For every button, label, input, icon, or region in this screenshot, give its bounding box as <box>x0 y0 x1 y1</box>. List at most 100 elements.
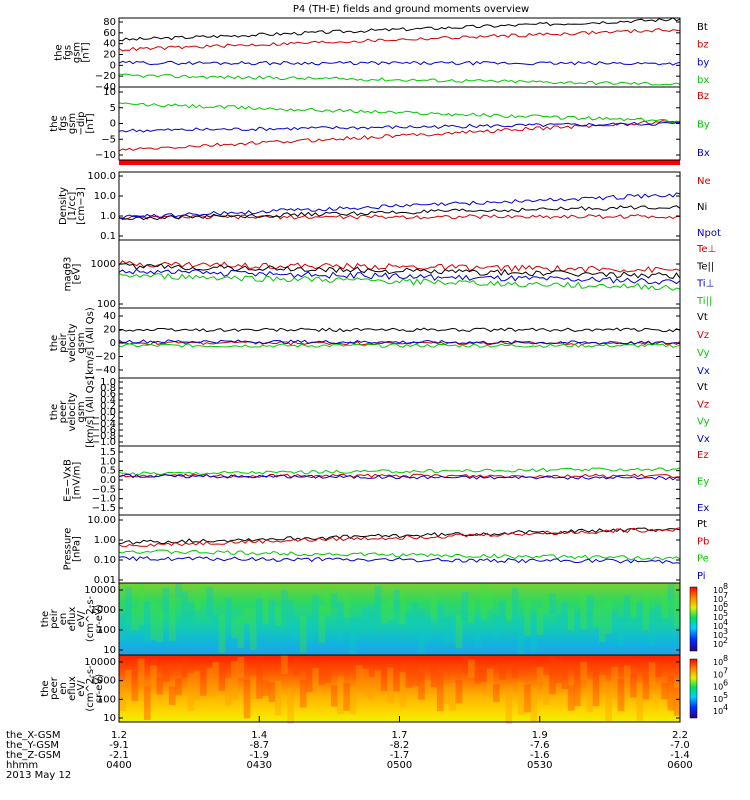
spectrogram-cell <box>125 587 132 618</box>
y-label: fgs <box>63 45 74 60</box>
spectrogram-cell <box>225 678 232 706</box>
colorbar-tick: 10 <box>713 586 723 595</box>
spectrogram-cell <box>455 679 463 704</box>
y-tick-label: 1000 <box>91 605 116 616</box>
spectrogram-cell <box>281 655 288 674</box>
spectrogram <box>119 655 680 722</box>
y-tick-label: 1.0 <box>100 377 116 388</box>
spectrogram-cell <box>168 686 176 705</box>
y-label: gsm <box>76 332 87 353</box>
y-label: [nT] <box>85 113 96 133</box>
y-tick-label: 0.01 <box>94 575 116 586</box>
colorbar-tick: 10 <box>713 613 723 622</box>
spectrogram-cell <box>175 583 182 599</box>
spectrogram-cell <box>218 660 226 691</box>
y-tick-label: 10.0 <box>94 191 116 202</box>
spectrogram-cell <box>355 617 363 634</box>
legend-by: by <box>697 57 709 68</box>
y-label: the <box>49 404 60 420</box>
colorbar-exponent: 7 <box>723 666 728 675</box>
spectrogram-cell <box>293 657 301 676</box>
legend-bx: bx <box>697 75 709 86</box>
spectrogram-cell <box>212 662 220 697</box>
spectrogram-cell <box>249 609 257 650</box>
y-tick-label: 0.10 <box>94 555 116 566</box>
x-tick-x: 1.9 <box>532 730 548 741</box>
spectrogram-cell <box>181 591 188 633</box>
spectrogram-cell <box>393 666 400 692</box>
spectrogram-cell <box>200 585 207 601</box>
y-label: gsm <box>72 42 83 63</box>
spectrogram-cell <box>580 590 587 629</box>
y-tick-label: 0.6 <box>100 389 116 400</box>
series-Bx <box>118 121 680 133</box>
y-tick-label: 0.1 <box>100 231 116 242</box>
spectrogram-cell <box>511 664 519 679</box>
y-tick-label: 1000 <box>91 676 116 687</box>
axis-row-label: hhmm <box>6 760 38 771</box>
y-tick-label: −1.0 <box>92 437 116 448</box>
spectrogram-cell <box>162 587 170 612</box>
spectrogram-cell <box>667 676 675 711</box>
y-tick-label: −0.2 <box>92 413 116 424</box>
y-tick-label: 5 <box>110 103 116 114</box>
y-label: gsm <box>76 401 87 422</box>
spectrogram-cell <box>399 589 407 625</box>
y-tick-label: −40 <box>95 82 116 93</box>
spectrogram-cell <box>256 598 263 632</box>
spectrogram-cell <box>555 614 562 633</box>
colorbar-tick: 10 <box>713 658 723 667</box>
colorbar-exponent: 7 <box>723 591 728 600</box>
y-label: the <box>49 115 60 131</box>
colorbar-exponent: 5 <box>723 609 728 618</box>
spectrogram-cell <box>673 598 681 627</box>
spectrogram-cell <box>636 682 644 721</box>
y-tick-label: 1.00 <box>94 535 116 546</box>
legend-Ti⊥: Ti⊥ <box>696 279 714 290</box>
series-Ni <box>118 205 681 221</box>
spectrogram-cell <box>642 674 650 700</box>
y-tick-label: −0.4 <box>92 419 116 430</box>
spectrogram-cell <box>436 672 444 712</box>
x-tick-z: -1.7 <box>390 750 410 761</box>
spectrogram-cell <box>480 583 488 620</box>
spectrogram-cell <box>412 602 419 637</box>
spectrogram-cell <box>486 590 494 610</box>
spectrogram-cell <box>343 683 351 711</box>
series-by <box>118 60 681 66</box>
y-tick-label: 10.00 <box>87 515 116 526</box>
y-tick-label: 1.0 <box>100 456 116 467</box>
legend-Vy: Vy <box>697 348 710 359</box>
spectrogram-cell <box>636 602 644 623</box>
x-tick-time: 0500 <box>387 760 412 771</box>
colorbar-tick: 10 <box>713 683 723 692</box>
x-tick-z: -2.1 <box>109 750 129 761</box>
x-tick-z: -1.4 <box>670 750 690 761</box>
x-tick-x: 1.4 <box>251 730 267 741</box>
colorbar-exponent: 8 <box>723 582 728 591</box>
spectrogram-cell <box>499 601 506 631</box>
y-tick-label: 0.8 <box>100 383 116 394</box>
spectrogram-cell <box>605 600 612 634</box>
legend-Bz: Bz <box>697 91 709 102</box>
y-label: [km/s] (All Qs) <box>85 307 96 379</box>
spectrogram-cell <box>505 599 513 621</box>
spectrogram-cell <box>449 683 457 711</box>
y-tick-label: −1.5 <box>92 503 116 514</box>
colorbar-scale <box>689 658 698 719</box>
y-label: eflux <box>67 676 78 701</box>
y-tick-label: 0 <box>110 119 116 130</box>
spectrogram-cell <box>200 664 207 696</box>
x-tick-y: -9.1 <box>109 740 129 751</box>
legend-Vy: Vy <box>697 417 710 428</box>
spectrogram-cell <box>193 670 201 700</box>
colorbar-exponent: 2 <box>723 636 728 645</box>
y-label: sr-eV) <box>94 604 105 633</box>
spectrogram-cell <box>225 597 232 625</box>
spectrogram-cell <box>549 593 556 613</box>
spectrogram-cell <box>318 605 326 643</box>
colorbar-scale <box>689 586 698 652</box>
spectrogram-cell <box>542 674 550 705</box>
spectrogram-cell <box>287 687 294 724</box>
spectrogram-cell <box>299 679 307 708</box>
